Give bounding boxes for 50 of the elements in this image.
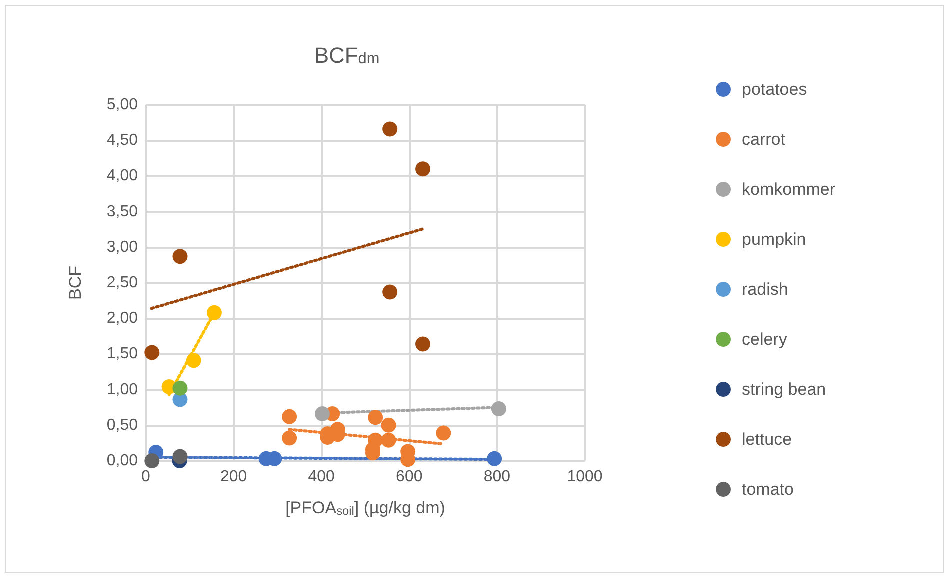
point — [144, 454, 160, 468]
point — [368, 410, 384, 426]
point — [416, 336, 431, 352]
point — [381, 432, 396, 448]
point — [172, 380, 188, 396]
legend-label: potatoes — [742, 80, 808, 99]
legend-label: carrot — [742, 130, 786, 149]
y-tick-label: 2,50 — [106, 274, 138, 292]
y-tick-label: 2,00 — [106, 310, 138, 328]
x-tick-label: 0 — [142, 468, 151, 486]
point — [381, 418, 396, 433]
point — [186, 353, 202, 368]
point — [382, 284, 398, 300]
y-tick-label: 3,50 — [106, 203, 138, 220]
y-tick-label: 1,50 — [106, 346, 138, 363]
y-tick-label: 1,00 — [106, 381, 138, 398]
point — [314, 406, 330, 422]
legend-label: celery — [742, 330, 788, 349]
point — [172, 449, 188, 464]
legend-label: tomato — [742, 480, 794, 499]
x-tick-label: 400 — [308, 468, 336, 486]
y-axis-title: BCF — [66, 266, 85, 300]
legend-label: komkommer — [742, 180, 836, 199]
point — [172, 249, 188, 264]
x-axis-title: [PFOAsoil] (µg/kg dm) — [286, 498, 446, 518]
point — [487, 451, 502, 466]
point — [207, 305, 222, 320]
x-tick-label: 200 — [220, 468, 248, 486]
point — [368, 432, 384, 448]
x-tick-label: 600 — [396, 468, 423, 486]
legend-label: pumpkin — [742, 230, 806, 249]
x-tick-label: 800 — [484, 468, 511, 486]
y-tick-label: 4,00 — [106, 168, 138, 185]
chart-title: BCFdm — [314, 42, 380, 68]
point — [436, 426, 452, 441]
y-tick-label: 3,00 — [106, 238, 138, 256]
point — [416, 162, 431, 177]
point — [282, 430, 298, 446]
y-tick-label: 0,50 — [106, 416, 138, 434]
point — [144, 345, 160, 360]
point — [282, 409, 298, 424]
point — [491, 402, 506, 417]
point — [382, 122, 398, 137]
legend-label: string bean — [742, 380, 826, 399]
legend-label: lettuce — [742, 430, 792, 449]
y-tick-label: 0,00 — [106, 452, 138, 470]
y-tick-label: 4,50 — [106, 132, 138, 150]
y-tick-label: 5,00 — [106, 96, 138, 114]
x-tick-label: 1000 — [567, 468, 603, 486]
legend-label: radish — [742, 280, 788, 299]
